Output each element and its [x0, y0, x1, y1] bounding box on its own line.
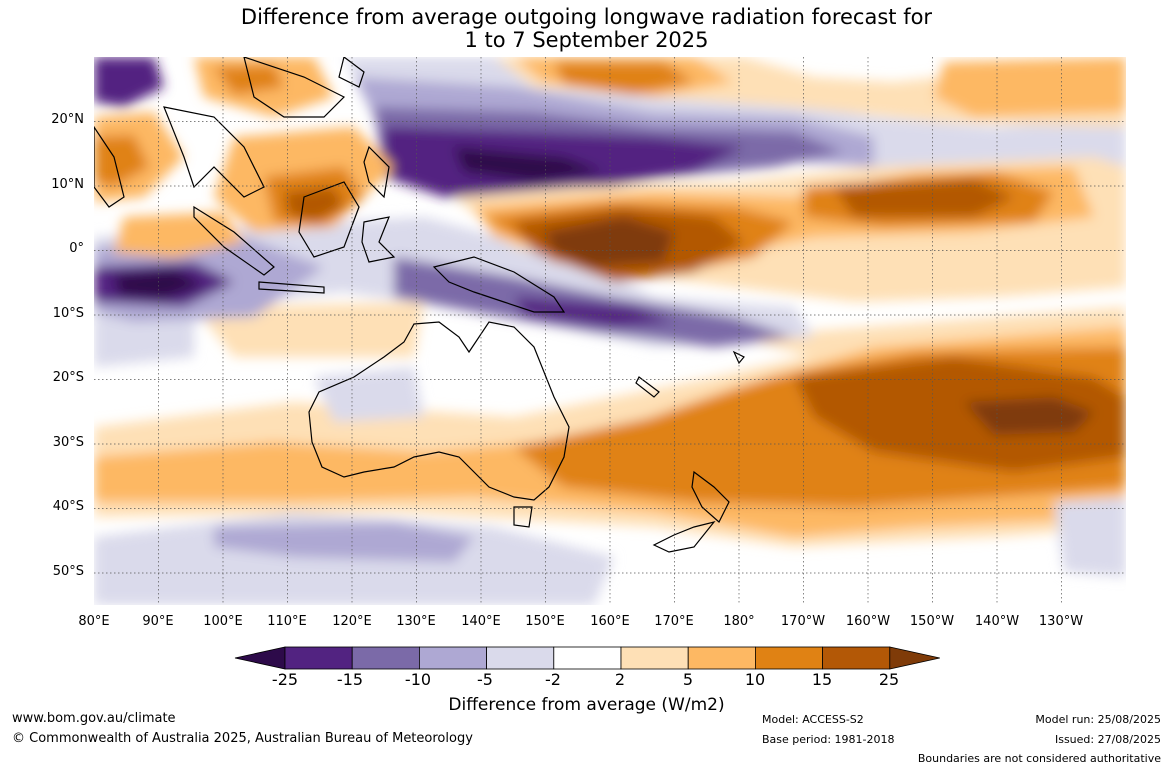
anomaly-region-aus-pale-purple — [314, 367, 424, 422]
sulawesi-coastline — [361, 216, 396, 263]
anomaly-field — [94, 57, 1126, 605]
lat-label-30s: 30°S — [52, 435, 84, 450]
colorbar-swatch — [418, 646, 487, 670]
colorbar-tick-label: 15 — [811, 670, 833, 689]
colorbar-tick-label: 5 — [682, 670, 694, 689]
colorbar-swatch — [755, 646, 824, 670]
footer-disclaimer: Boundaries are not considered authoritat… — [917, 752, 1161, 765]
lon-label-130e: 130°E — [396, 614, 436, 629]
lon-label-160e: 160°E — [590, 614, 630, 629]
indochina-coastline — [163, 106, 265, 198]
footer-issued: Issued: 27/08/2025 — [1054, 733, 1161, 746]
india-coastline — [94, 125, 125, 208]
anomaly-region-scs-brown — [284, 187, 344, 222]
lat-label-50s: 50°S — [52, 564, 84, 579]
philippines-coastline — [363, 145, 390, 199]
anomaly-region-west-pale-purple — [94, 307, 194, 367]
lat-label-20n: 20°N — [51, 112, 84, 127]
colorbar-tick-label: -25 — [271, 670, 299, 689]
footer-model: Model: ACCESS-S2 — [762, 713, 864, 726]
lon-label-160w: 160°W — [845, 614, 891, 629]
lon-label-120e: 120°E — [332, 614, 372, 629]
anomaly-region-north-darkest-purple — [454, 147, 604, 182]
lon-label-140w: 140°W — [974, 614, 1020, 629]
lat-label-10s: 10°S — [52, 306, 84, 321]
footer-model-run: Model run: 25/08/2025 — [1035, 713, 1161, 726]
australia-coastline — [308, 321, 570, 501]
new-guinea-coastline — [432, 256, 566, 313]
olr-anomaly-map — [94, 57, 1126, 605]
colorbar-tick-label: 2 — [614, 670, 626, 689]
lon-label-150e: 150°E — [525, 614, 565, 629]
lon-label-170w: 170°W — [780, 614, 826, 629]
anomaly-region-southeast-pale-purple — [1054, 497, 1126, 577]
anomaly-region-west-darkest-purple — [114, 269, 204, 299]
colorbar-tick-label: 10 — [744, 670, 766, 689]
lon-label-90e: 90°E — [142, 614, 174, 629]
colorbar-tick-label: -5 — [477, 670, 493, 689]
colorbar-swatch — [284, 646, 353, 670]
coastlines — [94, 57, 745, 553]
java-coastline — [258, 281, 325, 294]
anomaly-region-png-deep-purple — [514, 297, 674, 327]
anomaly-region-equatorial-dark-brown — [544, 217, 674, 267]
lat-label-40s: 40°S — [52, 499, 84, 514]
lon-label-130w: 130°W — [1038, 614, 1084, 629]
colorbar-title: Difference from average (W/m2) — [448, 695, 725, 715]
lat-label-10n: 10°N — [51, 177, 84, 192]
lon-label-140e: 140°E — [461, 614, 501, 629]
map-title-line-1: Difference from average outgoing longwav… — [240, 5, 933, 29]
colorbar-tick-label: -2 — [545, 670, 561, 689]
colorbar-low-extend — [234, 646, 286, 670]
anomaly-region-nw-purple — [94, 57, 164, 107]
colorbar-swatch — [822, 646, 891, 670]
anomaly-region-ne-orange — [934, 57, 1126, 117]
map-title-line-2: 1 to 7 September 2025 — [464, 28, 709, 52]
colorbar-tick-label: 25 — [878, 670, 900, 689]
lon-label-100e: 100°E — [203, 614, 243, 629]
colorbar — [234, 646, 940, 670]
borneo-coastline — [298, 181, 360, 258]
lon-label-180: 180° — [723, 614, 755, 629]
anomaly-region-indian-orange — [114, 212, 244, 257]
lon-label-150w: 150°W — [909, 614, 955, 629]
lon-label-110e: 110°E — [267, 614, 307, 629]
anomaly-region-china-deep-orange — [214, 65, 284, 95]
graticule — [94, 57, 1126, 605]
anomaly-region-png-purple — [394, 257, 794, 347]
new-zealand-south-coastline — [652, 520, 716, 553]
tasmania-coastline — [513, 506, 533, 528]
footer-base-period: Base period: 1981-2018 — [762, 733, 895, 746]
colorbar-swatch — [486, 646, 555, 670]
footer-url: www.bom.gov.au/climate — [12, 711, 176, 726]
lat-label-0: 0° — [69, 241, 84, 256]
anomaly-region-north-pacific-deep-orange — [554, 62, 694, 95]
colorbar-swatch — [553, 646, 622, 670]
footer-copyright: © Commonwealth of Australia 2025, Austra… — [12, 731, 473, 746]
colorbar-high-extend — [889, 646, 940, 670]
china-coastline — [243, 57, 346, 118]
sumatra-coastline — [193, 205, 275, 276]
new-zealand-north-coastline — [691, 470, 730, 523]
anomaly-region-se-brown — [794, 357, 1126, 472]
lat-label-20s: 20°S — [52, 370, 84, 385]
colorbar-swatch — [351, 646, 420, 670]
new-caledonia-coastline — [635, 376, 660, 398]
colorbar-swatch — [687, 646, 756, 670]
colorbar-tick-label: -10 — [404, 670, 432, 689]
japan-coastline — [338, 57, 365, 88]
lon-label-170e: 170°E — [654, 614, 694, 629]
lon-label-80e: 80°E — [78, 614, 110, 629]
colorbar-swatches — [234, 646, 940, 670]
colorbar-tick-label: -15 — [336, 670, 364, 689]
anomaly-region-east-pacific-brown — [834, 179, 1014, 217]
anomaly-region-far-south-purple — [214, 522, 474, 562]
colorbar-swatch — [620, 646, 689, 670]
